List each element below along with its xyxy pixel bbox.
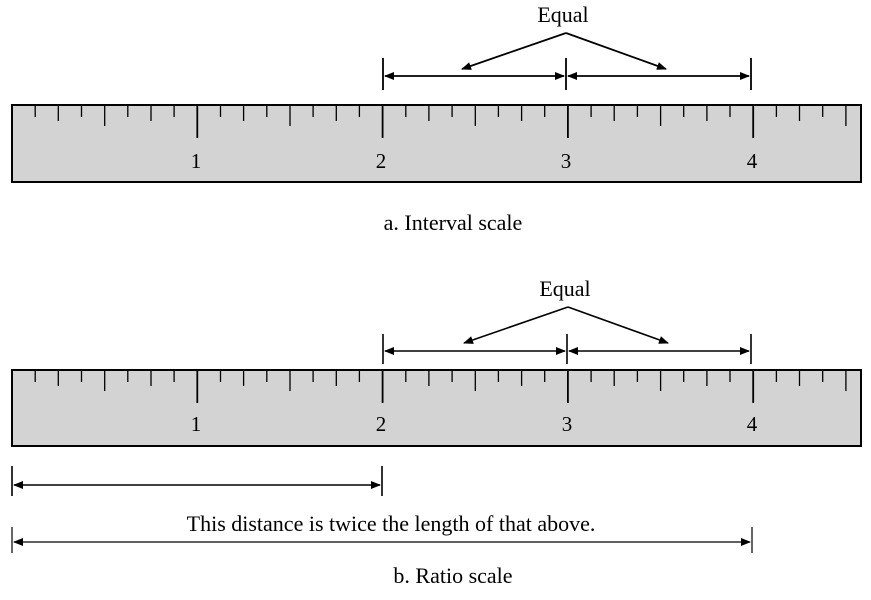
interval-ruler-label-1: 1	[191, 149, 202, 173]
ratio-ruler-ticks	[34, 371, 847, 403]
interval-equal-label: Equal	[537, 2, 588, 27]
interval-ruler: 1 2 3 4	[11, 104, 862, 183]
interval-ruler-label-3: 3	[561, 149, 572, 173]
ratio-scale-panel: Equal 1 2 3 4 This distance is twice th	[11, 276, 862, 588]
ratio-equal-label: Equal	[539, 276, 590, 301]
ratio-scale-caption: b. Ratio scale	[393, 563, 512, 588]
ratio-short-distance-arrow	[11, 466, 383, 496]
ratio-ruler: 1 2 3 4	[11, 369, 862, 447]
interval-equal-pointers	[461, 32, 667, 70]
ratio-ruler-body	[11, 369, 862, 447]
ratio-ruler-label-1: 1	[191, 412, 202, 436]
interval-scale-caption: a. Interval scale	[384, 210, 523, 235]
ratio-equal-brackets	[382, 334, 752, 364]
ratio-ruler-label-3: 3	[562, 412, 573, 436]
interval-ruler-label-4: 4	[747, 149, 758, 173]
interval-ruler-body	[11, 104, 862, 183]
interval-equal-brackets	[382, 58, 752, 90]
interval-ruler-label-2: 2	[376, 149, 387, 173]
ratio-ruler-label-4: 4	[747, 412, 758, 436]
ratio-equal-pointers	[463, 306, 669, 344]
ratio-ruler-label-2: 2	[376, 412, 387, 436]
interval-ruler-ticks	[34, 106, 847, 138]
ratio-distance-note: This distance is twice the length of tha…	[187, 511, 596, 536]
interval-scale-panel: Equal 1 2 3 4 a. Interval scale	[11, 2, 862, 235]
ratio-long-distance-arrow	[11, 527, 753, 553]
